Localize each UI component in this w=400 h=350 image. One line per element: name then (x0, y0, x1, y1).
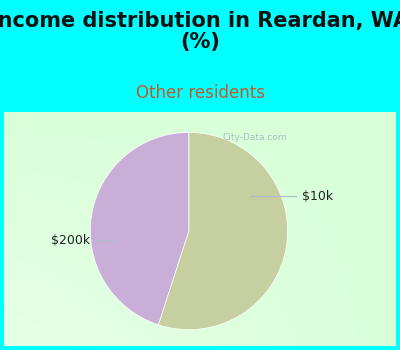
Text: $10k: $10k (251, 190, 334, 203)
Text: City-Data.com: City-Data.com (223, 133, 288, 142)
Text: Income distribution in Reardan, WA
(%): Income distribution in Reardan, WA (%) (0, 10, 400, 52)
Text: Other residents: Other residents (136, 84, 264, 102)
Wedge shape (90, 132, 189, 325)
Text: $200k: $200k (51, 234, 114, 247)
Wedge shape (158, 132, 288, 330)
